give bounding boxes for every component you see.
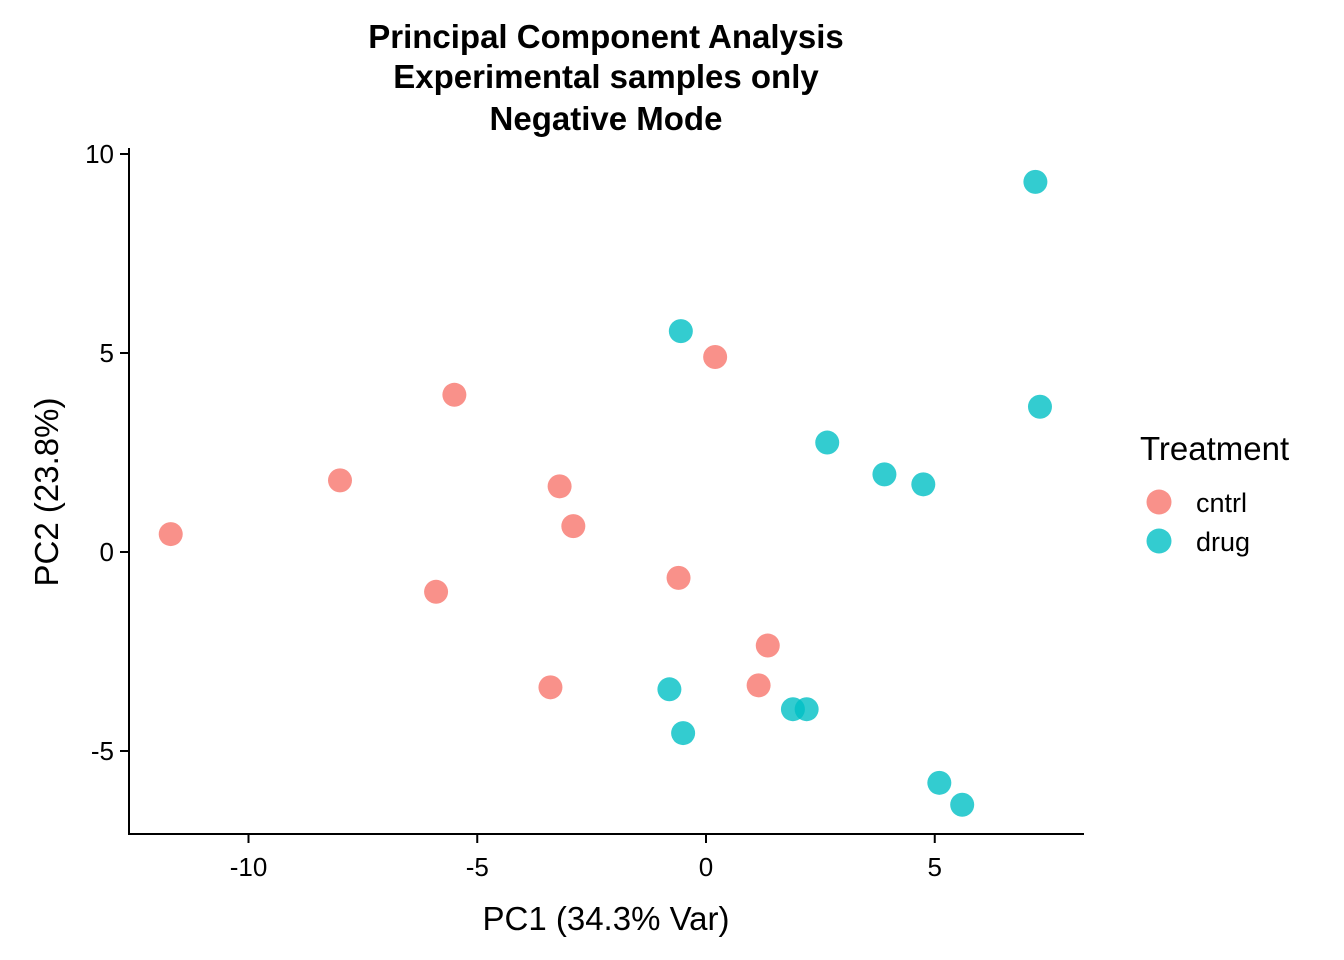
data-point-cntrl [746,673,771,698]
data-point-drug [794,697,819,722]
data-point-drug [927,770,952,795]
data-point-drug [911,472,936,497]
chart-title: Principal Component Analysis Experimenta… [368,18,844,137]
data-point-drug [668,319,693,344]
x-axis-title: PC1 (34.3% Var) [483,900,730,937]
data-point-cntrl [755,633,780,658]
legend-title: Treatment [1140,430,1289,467]
data-point-cntrl [538,675,563,700]
data-point-cntrl [424,579,449,604]
data-points [158,169,1052,817]
y-tick-label: 5 [100,338,114,368]
y-axis-ticks: -5 0 5 10 [85,139,129,766]
data-point-cntrl [442,382,467,407]
data-point-drug [815,430,840,455]
x-axis-ticks: -10 -5 0 5 [230,834,942,882]
title-line-2: Experimental samples only [393,58,819,95]
legend-key-cntrl [1146,489,1172,515]
data-point-drug [950,792,975,817]
data-point-drug [1027,394,1052,419]
data-point-cntrl [547,474,572,499]
data-point-drug [657,677,682,702]
legend-key-drug [1146,528,1172,554]
x-tick-label: -10 [230,852,268,882]
y-tick-label: 10 [85,139,114,169]
data-point-drug [1023,169,1048,194]
data-point-drug [671,721,696,746]
title-line-3: Negative Mode [490,100,723,137]
y-tick-label: 0 [100,537,114,567]
legend-label-cntrl: cntrl [1196,488,1247,518]
legend-label-drug: drug [1196,527,1250,557]
y-tick-label: -5 [91,736,114,766]
data-point-cntrl [703,344,728,369]
legend: Treatment cntrl drug [1140,430,1289,557]
x-tick-label: 0 [699,852,713,882]
data-point-drug [872,462,897,487]
x-tick-label: 5 [928,852,942,882]
data-point-cntrl [328,468,352,493]
x-tick-label: -5 [466,852,489,882]
data-point-cntrl [158,522,183,547]
title-line-1: Principal Component Analysis [368,18,844,55]
y-axis-title: PC2 (23.8%) [28,398,65,587]
data-point-cntrl [561,514,586,539]
plot-panel: -10 -5 0 5 -5 0 5 10 [85,139,1084,882]
data-point-cntrl [666,565,691,590]
